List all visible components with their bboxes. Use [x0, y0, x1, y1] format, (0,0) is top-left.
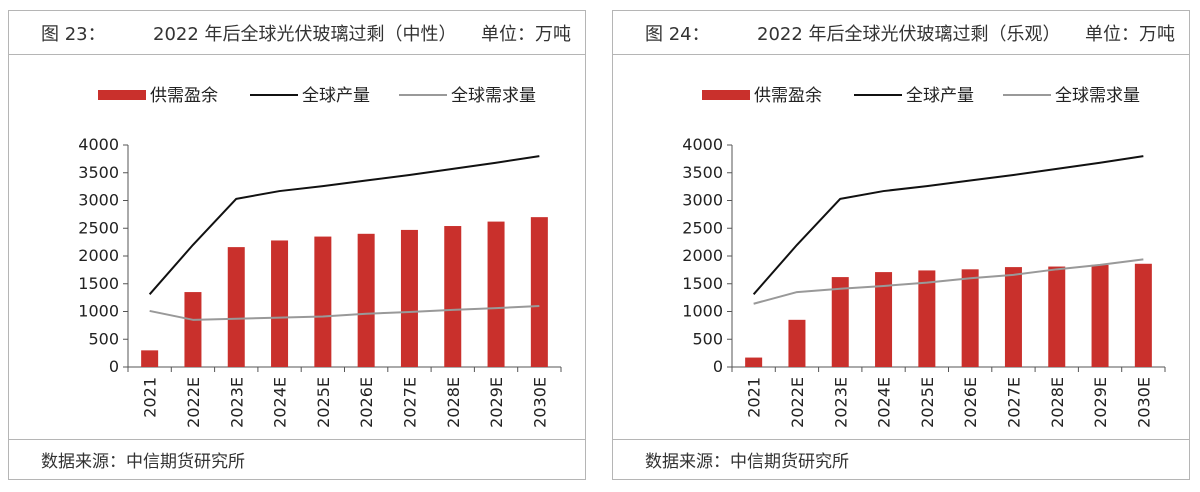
- legend-label: 全球产量: [906, 86, 974, 106]
- legend-label: 全球需求量: [1055, 86, 1140, 106]
- bar: [831, 277, 849, 367]
- y-tick-label: 2000: [78, 246, 119, 265]
- source-note: 数据来源：中信期货研究所: [613, 439, 1189, 479]
- unit-label: 单位：万吨: [481, 23, 571, 45]
- chart-panel-right: 图 24： 2022 年后全球光伏玻璃过剩（乐观） 单位：万吨 供需盈余 全球产量…: [612, 10, 1190, 480]
- chart-panel-left: 图 23： 2022 年后全球光伏玻璃过剩（中性） 单位：万吨 供需盈余 全球产量…: [8, 10, 586, 480]
- x-tick-label: 2024E: [271, 377, 290, 428]
- y-tick-label: 500: [692, 329, 723, 348]
- y-tick-label: 500: [88, 329, 119, 348]
- bar: [1004, 267, 1022, 367]
- x-tick-label: 2026E: [357, 377, 376, 428]
- legend-label: 全球产量: [302, 86, 370, 106]
- bar: [875, 272, 893, 367]
- chart-title: 2022 年后全球光伏玻璃过剩（中性）: [153, 23, 457, 45]
- source-note: 数据来源：中信期货研究所: [9, 439, 585, 479]
- legend-swatch-bar: [702, 90, 750, 100]
- legend-item: 全球需求量: [1003, 86, 1140, 106]
- legend-item: 全球需求量: [399, 86, 536, 106]
- legend-item: 全球产量: [250, 86, 370, 106]
- y-tick-label: 1000: [78, 302, 119, 321]
- bar: [788, 319, 806, 367]
- y-tick-label: 2500: [682, 218, 723, 237]
- demand-line: [149, 304, 540, 321]
- chart-svg-left: 供需盈余 全球产量 全球需求量 0 500 1000 1500 2000 2500 3000 350…: [78, 86, 562, 428]
- x-axis: 2021 2022E 2023E 2024E 2025E 2026E 2027E 2028E 2…: [127, 366, 562, 428]
- legend-label: 供需盈余: [150, 86, 218, 106]
- legend-item: 供需盈余: [702, 86, 822, 106]
- x-axis: 2021 2022E 2023E 2024E 2025E 2026E 2027E 2028E 2…: [731, 366, 1166, 428]
- chart-svg-right: 供需盈余 全球产量 全球需求量 0 500 1000 1500 2000 2500 3000 350…: [682, 86, 1166, 428]
- bar: [400, 229, 418, 367]
- bar: [487, 221, 505, 367]
- x-tick-label: 2021: [141, 377, 160, 418]
- unit-label: 单位：万吨: [1085, 23, 1175, 45]
- y-tick-label: 3000: [78, 191, 119, 210]
- figure-label: 图 24：: [645, 23, 710, 45]
- bar: [1134, 263, 1152, 367]
- bar: [141, 350, 159, 367]
- x-tick-label: 2025E: [918, 377, 937, 428]
- legend-item: 全球产量: [854, 86, 974, 106]
- x-tick-label: 2023E: [227, 377, 246, 428]
- y-tick-label: 0: [713, 357, 723, 376]
- y-tick-label: 0: [109, 357, 119, 376]
- y-tick-label: 1500: [682, 274, 723, 293]
- bar: [1048, 266, 1066, 367]
- legend-label: 全球需求量: [451, 86, 536, 106]
- x-tick-label: 2029E: [1091, 377, 1110, 428]
- panel-title: 图 24： 2022 年后全球光伏玻璃过剩（乐观） 单位：万吨: [613, 11, 1189, 55]
- bar: [444, 226, 462, 367]
- demand-line: [753, 258, 1144, 305]
- y-tick-label: 3500: [78, 163, 119, 182]
- y-tick-label: 3500: [682, 163, 723, 182]
- bar: [357, 233, 375, 367]
- y-tick-label: 4000: [682, 135, 723, 154]
- y-tick-label: 2000: [682, 246, 723, 265]
- x-tick-label: 2028E: [444, 377, 463, 428]
- y-tick-label: 2500: [78, 218, 119, 237]
- x-tick-label: 2027E: [1004, 377, 1023, 428]
- production-line: [752, 155, 1144, 295]
- y-tick-label: 1500: [78, 274, 119, 293]
- production-line: [148, 155, 540, 295]
- x-tick-label: 2023E: [831, 377, 850, 428]
- x-tick-label: 2022E: [184, 377, 203, 428]
- legend-swatch-bar: [98, 90, 146, 100]
- bar: [961, 269, 979, 367]
- bar: [1091, 264, 1109, 367]
- bar-series: [745, 263, 1152, 367]
- x-tick-label: 2029E: [487, 377, 506, 428]
- y-tick-label: 1000: [682, 302, 723, 321]
- x-tick-label: 2021: [745, 377, 764, 418]
- panel-title: 图 23： 2022 年后全球光伏玻璃过剩（中性） 单位：万吨: [9, 11, 585, 55]
- bar: [314, 236, 332, 367]
- bar: [918, 270, 936, 367]
- y-axis: 0 500 1000 1500 2000 2500 3000 3500 4000: [78, 135, 129, 376]
- bar-series: [141, 217, 548, 367]
- y-tick-label: 3000: [682, 191, 723, 210]
- y-axis: 0 500 1000 1500 2000 2500 3000 3500 4000: [682, 135, 733, 376]
- bar: [530, 217, 548, 367]
- bar: [227, 247, 245, 367]
- chart-title: 2022 年后全球光伏玻璃过剩（乐观）: [757, 23, 1061, 45]
- x-tick-label: 2028E: [1048, 377, 1067, 428]
- bar: [184, 292, 202, 367]
- legend-label: 供需盈余: [754, 86, 822, 106]
- x-tick-label: 2027E: [400, 377, 419, 428]
- x-tick-label: 2026E: [961, 377, 980, 428]
- x-tick-label: 2022E: [788, 377, 807, 428]
- x-tick-label: 2025E: [314, 377, 333, 428]
- legend: 供需盈余 全球产量 全球需求量: [702, 86, 1140, 106]
- x-tick-label: 2030E: [1134, 377, 1153, 428]
- legend-item: 供需盈余: [98, 86, 218, 106]
- bar: [271, 240, 289, 367]
- bar: [745, 357, 763, 367]
- figure-label: 图 23：: [41, 23, 106, 45]
- x-tick-label: 2024E: [875, 377, 894, 428]
- x-tick-label: 2030E: [530, 377, 549, 428]
- y-tick-label: 4000: [78, 135, 119, 154]
- legend: 供需盈余 全球产量 全球需求量: [98, 86, 536, 106]
